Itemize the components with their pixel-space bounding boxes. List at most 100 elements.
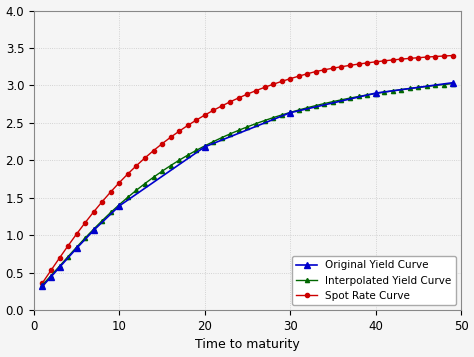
Interpolated Yield Curve: [296, 108, 301, 112]
Interpolated Yield Curve: [356, 94, 361, 99]
Original Yield Curve: [91, 228, 97, 232]
Original Yield Curve: [287, 111, 293, 115]
Interpolated Yield Curve: [287, 110, 293, 115]
Spot Rate Curve: [279, 79, 284, 84]
Interpolated Yield Curve: [236, 128, 242, 132]
Legend: Original Yield Curve, Interpolated Yield Curve, Spot Rate Curve: Original Yield Curve, Interpolated Yield…: [292, 256, 456, 305]
Spot Rate Curve: [304, 72, 310, 76]
Spot Rate Curve: [321, 68, 327, 72]
Interpolated Yield Curve: [304, 106, 310, 110]
Interpolated Yield Curve: [253, 121, 259, 126]
Spot Rate Curve: [236, 96, 242, 100]
Interpolated Yield Curve: [40, 283, 46, 287]
Spot Rate Curve: [364, 61, 370, 65]
Spot Rate Curve: [245, 92, 250, 96]
Interpolated Yield Curve: [210, 140, 216, 144]
Interpolated Yield Curve: [82, 236, 88, 240]
Original Yield Curve: [373, 91, 378, 95]
Spot Rate Curve: [48, 268, 54, 272]
Interpolated Yield Curve: [159, 169, 165, 174]
Spot Rate Curve: [57, 256, 63, 260]
Interpolated Yield Curve: [134, 188, 139, 192]
Interpolated Yield Curve: [117, 202, 122, 207]
Spot Rate Curve: [159, 142, 165, 146]
Interpolated Yield Curve: [424, 84, 430, 89]
Original Yield Curve: [48, 275, 54, 279]
Interpolated Yield Curve: [347, 96, 353, 100]
Interpolated Yield Curve: [321, 101, 327, 106]
Spot Rate Curve: [176, 129, 182, 134]
Spot Rate Curve: [100, 200, 105, 204]
Spot Rate Curve: [347, 63, 353, 67]
Original Yield Curve: [40, 284, 46, 288]
Spot Rate Curve: [390, 58, 396, 62]
Spot Rate Curve: [441, 54, 447, 58]
Interpolated Yield Curve: [382, 90, 387, 94]
Spot Rate Curve: [262, 85, 267, 90]
Interpolated Yield Curve: [416, 85, 421, 90]
Spot Rate Curve: [356, 62, 361, 66]
Spot Rate Curve: [287, 76, 293, 81]
Interpolated Yield Curve: [228, 132, 233, 136]
Spot Rate Curve: [40, 281, 46, 285]
Interpolated Yield Curve: [373, 91, 378, 96]
Spot Rate Curve: [65, 243, 71, 248]
Interpolated Yield Curve: [202, 144, 208, 148]
Spot Rate Curve: [338, 65, 344, 69]
Interpolated Yield Curve: [100, 218, 105, 223]
Spot Rate Curve: [108, 190, 114, 194]
Interpolated Yield Curve: [270, 116, 276, 120]
Interpolated Yield Curve: [74, 245, 80, 249]
Spot Rate Curve: [270, 82, 276, 86]
Interpolated Yield Curve: [441, 82, 447, 87]
Spot Rate Curve: [134, 164, 139, 168]
Spot Rate Curve: [151, 149, 156, 153]
Line: Interpolated Yield Curve: Interpolated Yield Curve: [40, 81, 455, 287]
Spot Rate Curve: [185, 124, 191, 128]
Spot Rate Curve: [142, 156, 148, 160]
Interpolated Yield Curve: [407, 86, 413, 91]
Interpolated Yield Curve: [142, 181, 148, 186]
Spot Rate Curve: [117, 180, 122, 185]
Spot Rate Curve: [433, 54, 438, 59]
Spot Rate Curve: [450, 54, 456, 58]
Interpolated Yield Curve: [313, 104, 319, 108]
Spot Rate Curve: [168, 135, 173, 140]
Interpolated Yield Curve: [57, 264, 63, 268]
Original Yield Curve: [57, 265, 63, 270]
Line: Original Yield Curve: Original Yield Curve: [40, 80, 456, 289]
Interpolated Yield Curve: [108, 210, 114, 215]
Spot Rate Curve: [91, 210, 97, 214]
Original Yield Curve: [450, 81, 456, 85]
Interpolated Yield Curve: [168, 164, 173, 168]
Spot Rate Curve: [74, 232, 80, 236]
Interpolated Yield Curve: [279, 113, 284, 117]
Spot Rate Curve: [210, 108, 216, 112]
Spot Rate Curve: [373, 60, 378, 64]
Spot Rate Curve: [228, 100, 233, 104]
Spot Rate Curve: [382, 59, 387, 63]
Interpolated Yield Curve: [176, 158, 182, 162]
Spot Rate Curve: [82, 221, 88, 225]
Spot Rate Curve: [125, 172, 131, 176]
Original Yield Curve: [117, 204, 122, 208]
Interpolated Yield Curve: [450, 81, 456, 86]
Interpolated Yield Curve: [125, 195, 131, 199]
Spot Rate Curve: [407, 56, 413, 60]
Spot Rate Curve: [202, 113, 208, 117]
Original Yield Curve: [202, 145, 208, 149]
Interpolated Yield Curve: [48, 273, 54, 278]
Interpolated Yield Curve: [364, 93, 370, 97]
Spot Rate Curve: [313, 69, 319, 74]
Line: Spot Rate Curve: Spot Rate Curve: [40, 54, 455, 285]
Spot Rate Curve: [253, 89, 259, 93]
Interpolated Yield Curve: [185, 153, 191, 157]
Interpolated Yield Curve: [193, 148, 199, 152]
Interpolated Yield Curve: [262, 119, 267, 123]
Interpolated Yield Curve: [330, 100, 336, 104]
X-axis label: Time to maturity: Time to maturity: [195, 338, 300, 351]
Interpolated Yield Curve: [399, 87, 404, 92]
Interpolated Yield Curve: [219, 135, 225, 140]
Interpolated Yield Curve: [91, 227, 97, 231]
Spot Rate Curve: [330, 66, 336, 70]
